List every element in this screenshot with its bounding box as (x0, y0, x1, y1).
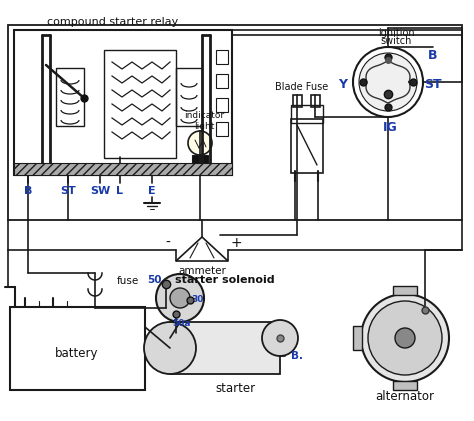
Bar (393, 381, 417, 390)
Circle shape (361, 294, 449, 382)
Text: B.: B. (291, 351, 303, 361)
Text: switch: switch (380, 36, 412, 46)
Text: SW: SW (90, 186, 110, 196)
Bar (291, 119, 323, 173)
Bar (216, 122, 228, 136)
Bar (293, 95, 302, 107)
Text: starter solenoid: starter solenoid (175, 275, 275, 285)
Text: +: + (230, 236, 242, 250)
Bar (393, 286, 417, 295)
Circle shape (188, 131, 212, 155)
Bar (311, 95, 320, 107)
Bar (216, 74, 228, 88)
Bar (192, 155, 208, 169)
Circle shape (144, 322, 196, 374)
Text: L: L (117, 186, 124, 196)
Circle shape (359, 53, 417, 111)
Circle shape (262, 320, 298, 356)
Text: ammeter: ammeter (178, 266, 226, 276)
Circle shape (395, 328, 415, 348)
Text: Y: Y (338, 77, 347, 91)
Bar (353, 326, 362, 350)
Bar (14, 163, 232, 175)
Circle shape (156, 274, 204, 322)
Text: 50a: 50a (173, 320, 191, 328)
Circle shape (368, 301, 442, 375)
Text: B: B (428, 48, 438, 61)
Text: IG: IG (383, 120, 397, 133)
Text: battery: battery (55, 346, 99, 360)
Bar (104, 50, 176, 158)
Text: indicator
light: indicator light (184, 111, 224, 131)
Text: ignition: ignition (378, 28, 414, 38)
Circle shape (170, 288, 190, 308)
Bar (216, 50, 228, 64)
Text: ST: ST (60, 186, 76, 196)
Bar (170, 322, 280, 374)
Text: -: - (165, 236, 171, 250)
Text: E: E (148, 186, 156, 196)
Bar (291, 105, 323, 123)
Bar (14, 30, 232, 175)
Bar (56, 68, 84, 126)
Circle shape (353, 47, 423, 117)
Bar (10, 307, 145, 390)
Text: alternator: alternator (375, 389, 435, 402)
Text: fuse: fuse (117, 276, 139, 286)
Bar (216, 98, 228, 112)
Text: 50: 50 (147, 275, 161, 285)
Text: 30: 30 (192, 296, 204, 304)
Text: Blade Fuse: Blade Fuse (275, 82, 328, 92)
Text: B: B (24, 186, 32, 196)
Bar (176, 68, 202, 126)
Text: ST: ST (424, 77, 442, 91)
Text: starter: starter (215, 381, 255, 394)
Text: compound starter relay: compound starter relay (47, 17, 179, 27)
Bar (8, 25, 462, 220)
